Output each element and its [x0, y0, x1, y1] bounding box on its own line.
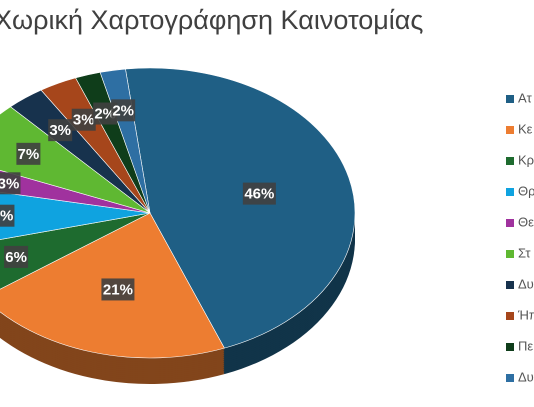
- legend-swatch: [506, 250, 514, 258]
- legend-swatch: [506, 343, 514, 351]
- data-label: 3%: [49, 122, 71, 139]
- label-box: [0, 204, 15, 227]
- legend-label: Θε: [518, 214, 534, 229]
- data-label: 3%: [0, 175, 19, 192]
- label-box: [0, 172, 21, 195]
- chart-title: Χωρική Χαρτογράφηση Καινοτομίας: [0, 5, 423, 35]
- legend-label: Δυ: [518, 369, 534, 384]
- label-box: [16, 142, 41, 165]
- pie-slice: [0, 191, 151, 240]
- data-label: 7%: [0, 208, 13, 225]
- legend-swatch: [506, 374, 514, 382]
- label-box: [71, 108, 96, 131]
- legend-label: Στ: [518, 245, 531, 260]
- legend-swatch: [506, 157, 514, 165]
- pie-slice: [0, 212, 151, 290]
- legend-swatch: [506, 95, 514, 103]
- pie-slice: [0, 169, 151, 214]
- legend-label: Ατ: [518, 90, 533, 105]
- pie-slice: [125, 67, 356, 349]
- legend-swatch: [506, 312, 514, 320]
- data-label: 2%: [94, 105, 116, 122]
- legend-swatch: [506, 281, 514, 289]
- label-box: [111, 99, 136, 122]
- legend-swatch: [506, 126, 514, 134]
- data-label: 21%: [103, 281, 133, 298]
- label-box: [4, 245, 29, 268]
- data-label: 7%: [18, 146, 40, 163]
- label-box: [48, 119, 73, 142]
- legend-swatch: [506, 188, 514, 196]
- legend-swatch: [506, 219, 514, 227]
- legend-label: Πε: [518, 338, 533, 353]
- data-label: 6%: [5, 249, 27, 266]
- legend-label: Ήπ: [517, 307, 534, 322]
- data-label: 46%: [244, 186, 274, 203]
- legend-label: Δυ: [518, 276, 534, 291]
- data-label: 2%: [112, 102, 134, 119]
- label-box: [101, 278, 135, 301]
- legend-label: Κρ: [518, 152, 534, 167]
- label-box: [242, 182, 276, 205]
- data-label: 3%: [73, 112, 95, 129]
- legend-label: Θρ: [518, 183, 534, 198]
- legend-label: Κε: [518, 121, 533, 136]
